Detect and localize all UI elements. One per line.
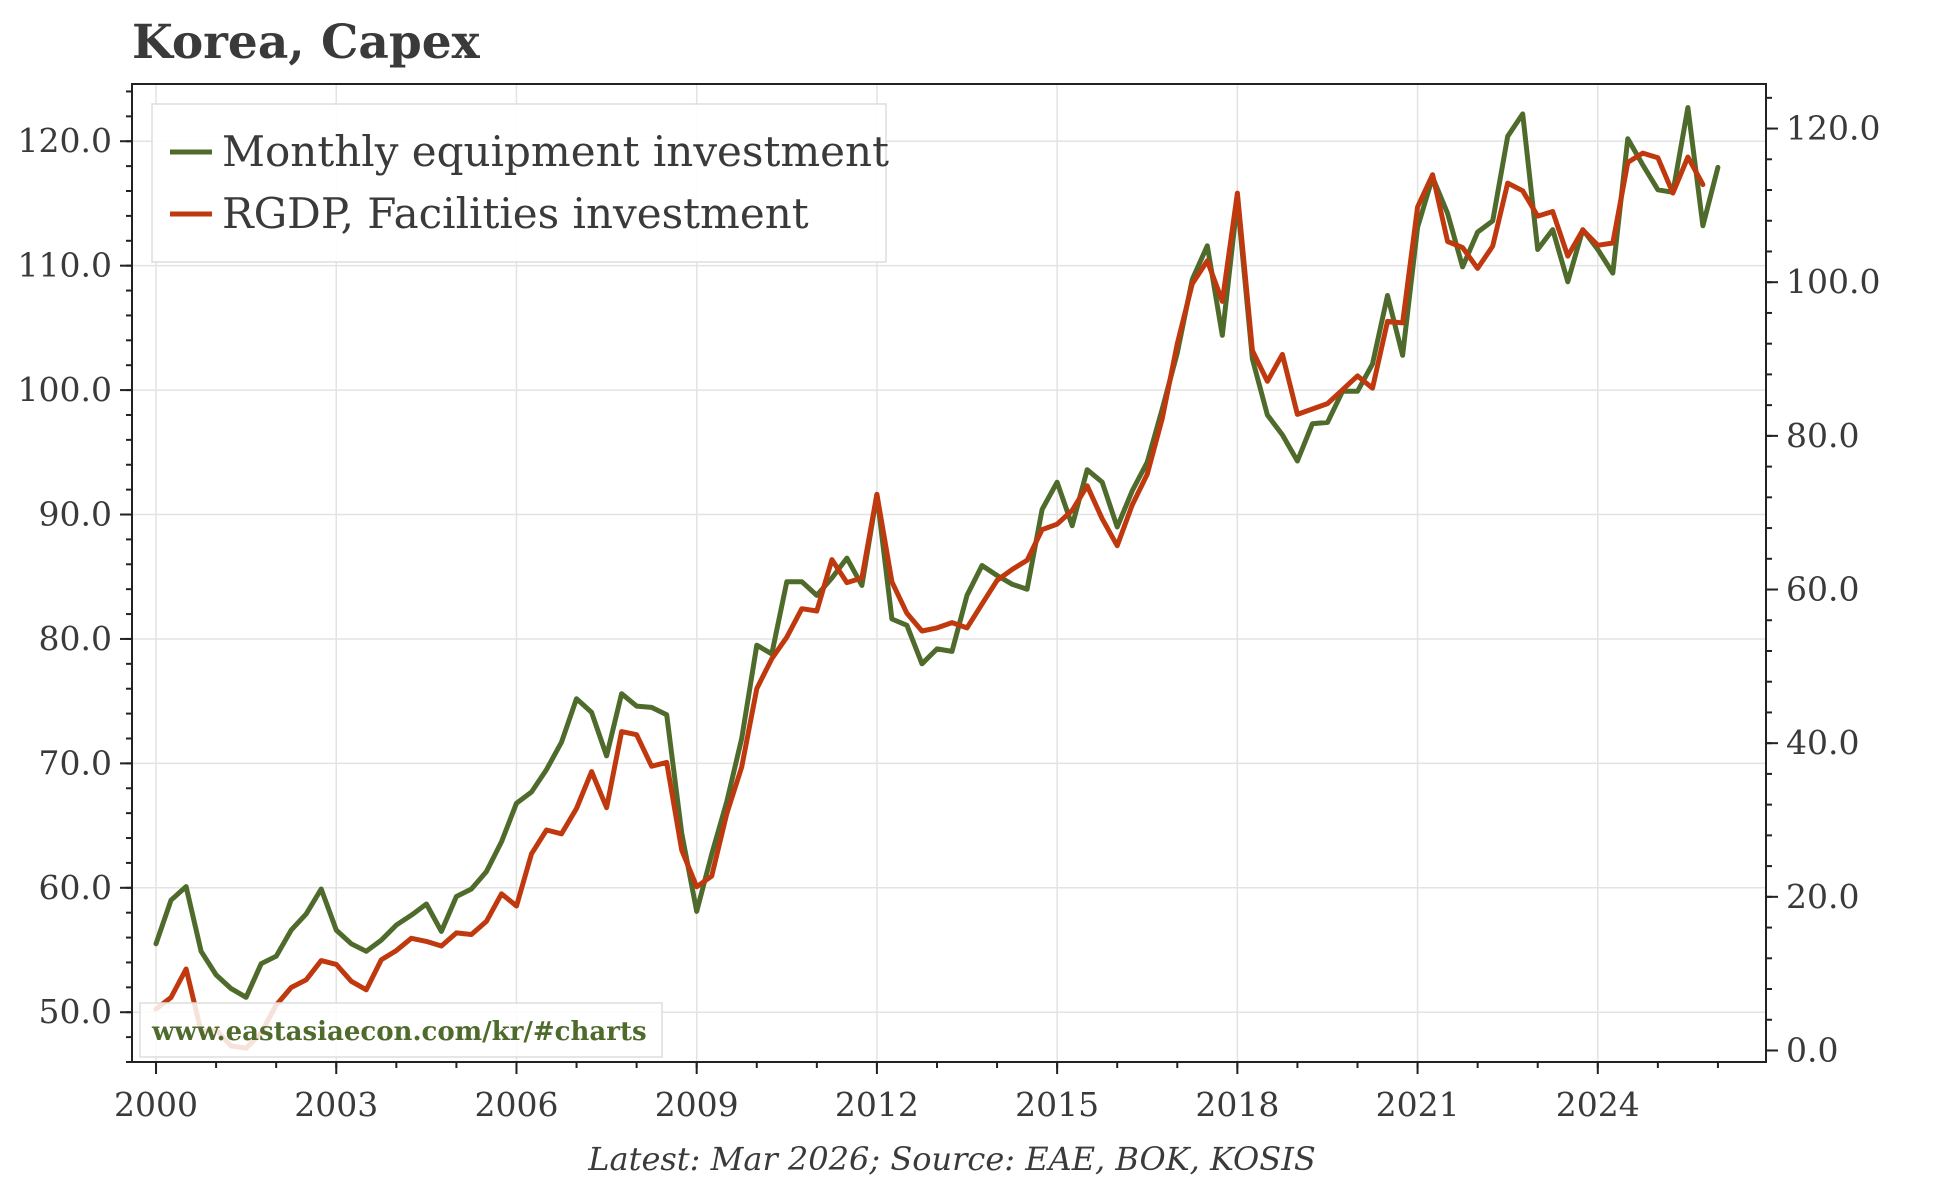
right-tick-label: 20.0 — [1786, 877, 1859, 916]
source-note: Latest: Mar 2026; Source: EAE, BOK, KOSI… — [587, 1140, 1316, 1178]
right-tick-label: 60.0 — [1786, 570, 1859, 609]
right-tick-label: 80.0 — [1786, 416, 1859, 455]
x-tick-label: 2021 — [1376, 1085, 1460, 1124]
left-tick-label: 70.0 — [39, 743, 112, 782]
legend-label-equipment: Monthly equipment investment — [222, 127, 889, 176]
right-y-axis: 0.0 20.0 40.0 60.0 80.0 100.0 120.0 — [1766, 96, 1880, 1069]
x-axis: 2000 2003 2006 2009 2012 2015 2018 2021 2024 — [114, 1062, 1719, 1124]
left-tick-label: 90.0 — [39, 495, 112, 534]
x-tick-label: 2012 — [835, 1085, 919, 1124]
left-tick-label: 60.0 — [39, 868, 112, 907]
left-tick-label: 110.0 — [18, 246, 112, 285]
legend: Monthly equipment investment RGDP, Facil… — [151, 103, 889, 263]
series-lines — [153, 105, 1721, 1051]
watermark: www.eastasiaecon.com/kr/#charts — [139, 1002, 663, 1058]
grid — [132, 84, 1766, 1062]
x-tick-label: 2003 — [294, 1085, 378, 1124]
watermark-text: www.eastasiaecon.com/kr/#charts — [151, 1017, 647, 1047]
legend-box — [151, 103, 887, 263]
chart-title: Korea, Capex — [132, 15, 481, 70]
left-tick-label: 120.0 — [18, 121, 112, 160]
right-tick-label: 40.0 — [1786, 723, 1859, 762]
right-tick-label: 120.0 — [1786, 109, 1880, 148]
x-tick-label: 2018 — [1195, 1085, 1279, 1124]
plot-frame — [131, 83, 1767, 1063]
left-tick-label: 100.0 — [18, 370, 112, 409]
left-tick-label: 80.0 — [39, 619, 112, 658]
right-tick-label: 0.0 — [1786, 1030, 1838, 1069]
right-tick-label: 100.0 — [1786, 262, 1880, 301]
left-y-axis: 50.0 60.0 70.0 80.0 90.0 100.0 110.0 120.0 — [18, 90, 132, 1063]
legend-label-facilities: RGDP, Facilities investment — [222, 189, 809, 238]
series-line-equipment — [153, 105, 1721, 1000]
x-tick-label: 2000 — [114, 1085, 198, 1124]
x-tick-label: 2015 — [1015, 1085, 1099, 1124]
watermark-box — [139, 1002, 663, 1058]
x-tick-label: 2006 — [474, 1085, 558, 1124]
left-tick-label: 50.0 — [39, 992, 112, 1031]
series-line-facilities — [153, 150, 1706, 1051]
x-tick-label: 2009 — [655, 1085, 739, 1124]
x-tick-label: 2024 — [1556, 1085, 1640, 1124]
